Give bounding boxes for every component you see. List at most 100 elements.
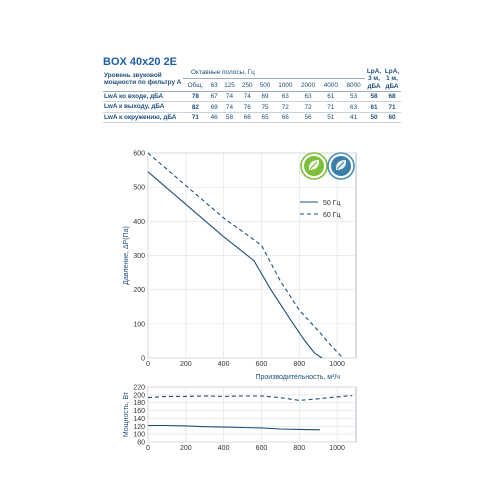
y-tick-label: 300 [133, 253, 145, 260]
cell: 53 [342, 91, 365, 103]
row-label: LwA к выходу, дБА [103, 101, 183, 113]
y-tick-label: 600 [133, 151, 145, 158]
cell: 61 [319, 91, 343, 103]
cell: 51 [319, 112, 343, 124]
y-tick-label: 200 [133, 287, 145, 294]
cell: 74 [238, 91, 257, 103]
y-tick-label: 160 [133, 408, 145, 415]
table-row: LwA ко входе, дБА 78 67 74 74 69 63 63 6… [103, 91, 401, 103]
cell: 69 [256, 91, 274, 103]
x-tick-label: 0 [146, 361, 150, 368]
cell: 46 [207, 112, 221, 124]
y-tick-label: 120 [133, 424, 145, 431]
y-tick-label: 0 [141, 356, 145, 363]
y-tick-label: 200 [133, 392, 145, 399]
row-label: LwA ко входе, дБА [103, 91, 183, 103]
cell: 74 [220, 101, 239, 113]
x-tick-label: 1000 [329, 445, 345, 452]
eco-fan-leaf-icon [300, 152, 328, 180]
band-header: 250 [238, 78, 257, 93]
y-axis-label: Давление, ΔP(Па) [123, 226, 130, 285]
y-tick-label: 80 [137, 440, 145, 447]
table-row: LwA к окружению, дБА 71 46 58 66 65 66 5… [103, 112, 401, 124]
cell: 58 [220, 112, 239, 124]
x-tick-label: 200 [180, 445, 192, 452]
band-header: 8000 [342, 78, 365, 93]
total-header: Общ. [183, 78, 208, 93]
y-tick-label: 500 [133, 185, 145, 192]
x-tick-label: 600 [256, 445, 268, 452]
badge-leaf-vein [336, 161, 345, 170]
cell: 41 [342, 112, 365, 124]
cell: 72 [273, 101, 297, 113]
cell-lpa1: 68 [383, 91, 401, 103]
y-tick-label: 100 [133, 321, 145, 328]
y-axis-label: Мощность, Вт [123, 391, 130, 437]
cell: 74 [220, 91, 239, 103]
eco-fan-leaf-icon [327, 152, 355, 180]
cell: 66 [273, 112, 297, 124]
cell: 63 [273, 91, 297, 103]
row-label: LwA к окружению, дБА [103, 112, 183, 124]
x-tick-label: 0 [146, 445, 150, 452]
cell-total: 71 [183, 112, 208, 124]
x-axis-label: Производительность, м³/ч [255, 374, 340, 381]
badge-leaf-vein [309, 161, 318, 170]
cell: 63 [296, 91, 320, 103]
legend-label-60hz: 60 Гц [323, 212, 341, 219]
band-header: 1000 [273, 78, 297, 93]
x-tick-label: 600 [256, 361, 268, 368]
x-tick-label: 800 [293, 445, 305, 452]
cell: 72 [296, 101, 320, 113]
band-header: 63 [207, 78, 221, 93]
x-tick-label: 1000 [329, 361, 345, 368]
cell-lpa1: 71 [383, 101, 401, 113]
cell: 75 [256, 101, 274, 113]
band-header: 4000 [319, 78, 343, 93]
plot-frame [147, 386, 357, 443]
cell: 65 [256, 112, 274, 124]
y-tick-label: 140 [133, 416, 145, 423]
table-row: LwA к выходу, дБА 82 69 74 76 75 72 72 7… [103, 101, 401, 113]
bands-header: Октавные полосы, Гц [183, 67, 365, 80]
cell-lpa3: 50 [365, 112, 383, 124]
series-line-50hz [148, 424, 321, 431]
x-tick-label: 800 [293, 361, 305, 368]
cell: 67 [207, 91, 221, 103]
y-tick-label: 400 [133, 219, 145, 226]
power-chart: 0 200 400 600 800 100080100120140160180200220… [123, 385, 357, 452]
band-header: 500 [256, 78, 274, 93]
table-header-row: Уровень звуковой мощности по фильтру А О… [103, 67, 401, 93]
cell: 63 [342, 101, 365, 113]
legend-label-50hz: 50 Гц [323, 200, 341, 207]
cell: 69 [207, 101, 221, 113]
band-header: 2000 [296, 78, 320, 93]
cell-total: 82 [183, 101, 208, 113]
cell: 76 [238, 101, 257, 113]
cell-total: 78 [183, 91, 208, 103]
sound-power-table: Уровень звуковой мощности по фильтру А О… [103, 67, 401, 124]
band-header: 125 [220, 78, 239, 93]
pressure-chart: 0 200 400 600 800 1000 0 100 200 300 400 500 600 Давл… [123, 151, 357, 381]
x-tick-label: 400 [218, 361, 230, 368]
cell-lpa1: 60 [383, 112, 401, 124]
series-line-60hz [147, 152, 344, 359]
chart-legend: 50 Гц 60 Гц [300, 200, 341, 219]
y-tick-label: 180 [133, 400, 145, 407]
x-tick-label: 400 [218, 445, 230, 452]
x-tick-label: 200 [180, 361, 192, 368]
lpa3-header: LpA, 3 м, дБА [365, 67, 383, 93]
cell: 71 [319, 101, 343, 113]
cell-lpa3: 58 [365, 91, 383, 103]
series-line-50hz [147, 171, 323, 359]
row-header: Уровень звуковой мощности по фильтру А [103, 67, 183, 93]
lpa1-header: LpA, 1 м, дБА [383, 67, 401, 93]
y-tick-label: 100 [133, 432, 145, 439]
cell: 66 [238, 112, 257, 124]
cell: 56 [296, 112, 320, 124]
model-title: BOX 40x20 2E [103, 56, 177, 68]
series-line-60hz [147, 395, 353, 401]
cell-lpa3: 61 [365, 101, 383, 113]
y-tick-label: 220 [133, 385, 145, 392]
